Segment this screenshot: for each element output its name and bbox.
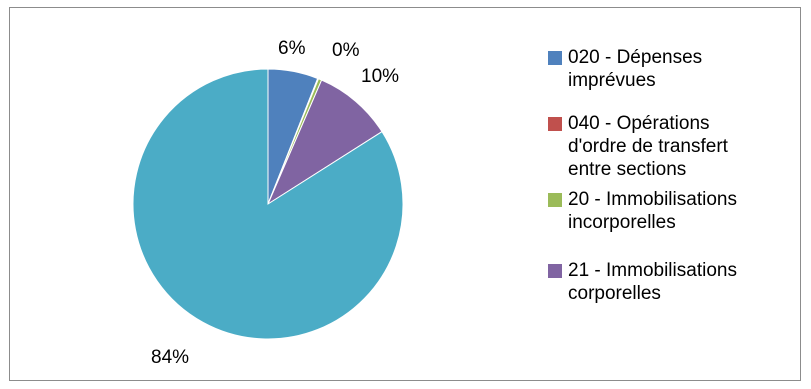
legend-label-20: 20 - Immobilisations incorporelles [568,189,737,233]
legend-label-21: 21 - Immobilisations corporelles [568,260,737,304]
pie-chart: 6% 0%10% 84% [132,38,404,368]
chart-frame: 6% 0% 10% 84% 020 - Dépenses imprévues 040 … [9,7,801,381]
legend-label-040: 040 - Opérations d'ordre de transfert en… [568,113,728,180]
slice-other [132,68,404,340]
data-label-slice-other: 84% [151,347,189,368]
legend-label-020: 020 - Dépenses imprévues [568,47,703,91]
legend-swatch-20 [548,193,562,207]
slice-21-corporelles [266,79,383,206]
data-label-slice-020-depenses: 6% [278,38,306,59]
legend-swatch-21 [548,264,562,278]
legend-swatch-020 [548,51,562,65]
data-label-slice-040-operations: 0% [332,40,360,61]
legend-swatch-040 [548,117,562,131]
data-label-slice-21-corporelles: 10% [361,66,399,87]
